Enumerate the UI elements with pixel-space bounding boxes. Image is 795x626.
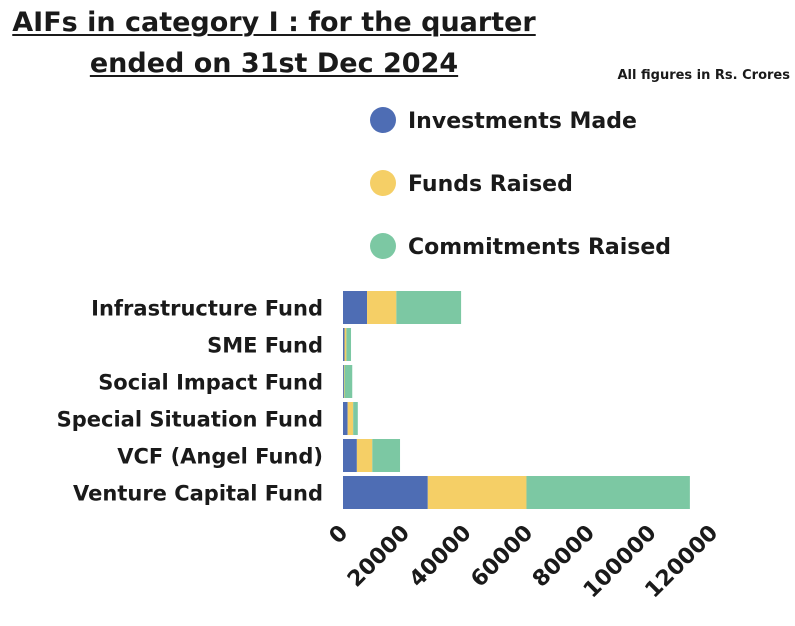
- bar-venture-capital-fund-investments-made: [343, 476, 428, 509]
- chart-title: AIFs in category I : for the quarter end…: [12, 7, 536, 79]
- category-label-infrastructure-fund: Infrastructure Fund: [91, 297, 323, 321]
- legend-swatch-funds-raised: [370, 170, 396, 196]
- bar-venture-capital-fund-commitments-raised: [526, 476, 690, 509]
- legend: Investments Made Funds Raised Commitments …: [370, 107, 671, 260]
- x-tick-label: 60000: [466, 521, 538, 593]
- bar-infrastructure-fund-investments-made: [343, 291, 368, 324]
- x-tick-label: 40000: [405, 521, 477, 593]
- bar-vcf-angel-fund-investments-made: [343, 439, 357, 472]
- bar-sme-fund-commitments-raised: [346, 328, 352, 361]
- bar-vcf-angel-fund-commitments-raised: [372, 439, 401, 472]
- bar-social-impact-fund-commitments-raised: [344, 365, 353, 398]
- category-labels: Infrastructure Fund SME Fund Social Impact…: [57, 297, 323, 506]
- legend-label-investments-made: Investments Made: [408, 109, 637, 134]
- category-label-vcf-angel-fund: VCF (Angel Fund): [117, 445, 323, 469]
- bar-social-impact-fund-investments-made: [343, 365, 344, 398]
- units-note: All figures in Rs. Crores: [617, 68, 791, 83]
- x-tick-label: 0: [325, 521, 354, 550]
- bar-special-situation-fund-commitments-raised: [353, 402, 358, 435]
- category-label-social-impact-fund: Social Impact Fund: [98, 371, 323, 395]
- bar-social-impact-fund-funds-raised: [343, 365, 345, 398]
- bar-sme-fund-investments-made: [343, 328, 345, 361]
- legend-label-commitments-raised: Commitments Raised: [408, 235, 671, 260]
- bars: [343, 291, 690, 509]
- bar-special-situation-fund-investments-made: [343, 402, 348, 435]
- bar-infrastructure-fund-funds-raised: [367, 291, 397, 324]
- category-label-sme-fund: SME Fund: [207, 334, 323, 358]
- category-label-special-situation-fund: Special Situation Fund: [57, 408, 323, 432]
- x-tick-label: 20000: [343, 521, 415, 593]
- legend-swatch-investments-made: [370, 107, 396, 133]
- legend-swatch-commitments-raised: [370, 233, 396, 259]
- bar-venture-capital-fund-funds-raised: [427, 476, 527, 509]
- legend-label-funds-raised: Funds Raised: [408, 172, 573, 197]
- bar-special-situation-fund-funds-raised: [347, 402, 354, 435]
- bar-infrastructure-fund-commitments-raised: [396, 291, 462, 324]
- category-label-venture-capital-fund: Venture Capital Fund: [73, 482, 323, 506]
- bar-vcf-angel-fund-funds-raised: [356, 439, 373, 472]
- bar-sme-fund-funds-raised: [344, 328, 347, 361]
